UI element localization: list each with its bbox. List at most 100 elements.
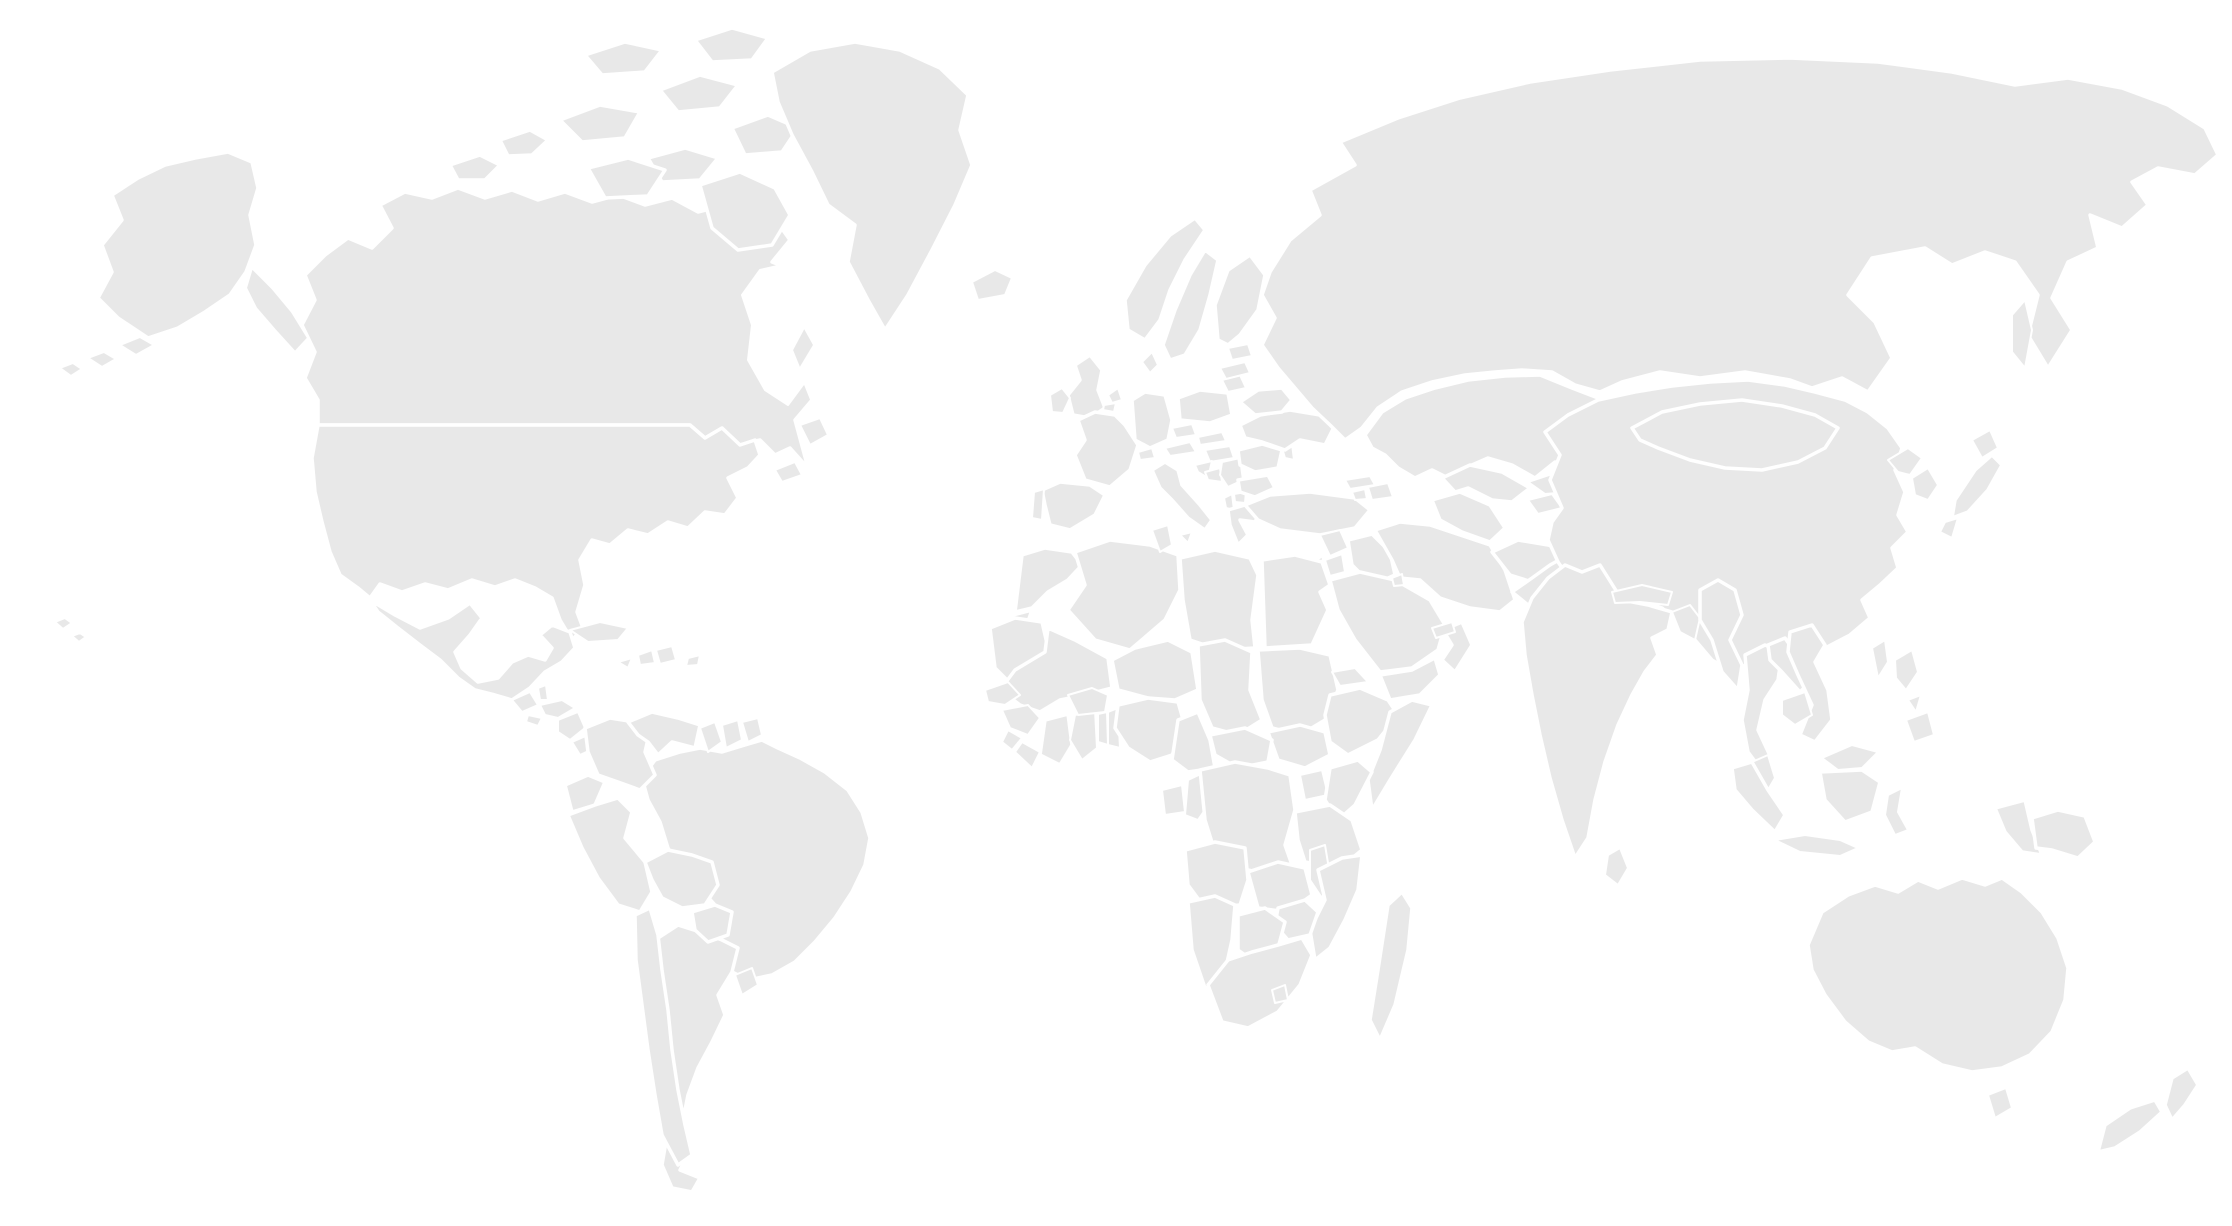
country-el-salvador[interactable]: [525, 714, 543, 727]
country-austria[interactable]: [1164, 441, 1197, 457]
country-guyana[interactable]: [699, 721, 723, 753]
country-lesotho[interactable]: [1271, 984, 1289, 1004]
country-united-states-aleutians[interactable]: [59, 362, 83, 377]
country-united-states-aleutians[interactable]: [87, 351, 117, 368]
country-jordan[interactable]: [1324, 553, 1346, 577]
country-united-kingdom[interactable]: [1066, 353, 1107, 420]
country-united-arab-emirates[interactable]: [1431, 621, 1456, 639]
country-romania[interactable]: [1236, 442, 1284, 474]
country-philippines-luzon[interactable]: [1894, 649, 1919, 691]
country-france[interactable]: [1073, 410, 1140, 489]
country-zambia[interactable]: [1246, 860, 1314, 914]
country-senegal[interactable]: [984, 681, 1021, 706]
country-armenia[interactable]: [1351, 488, 1368, 501]
country-bulgaria[interactable]: [1236, 473, 1277, 499]
country-cote-divoire[interactable]: [1038, 712, 1074, 767]
country-australia-tasmania[interactable]: [1987, 1087, 2013, 1119]
country-ireland[interactable]: [1049, 387, 1071, 414]
country-cuba[interactable]: [569, 621, 629, 643]
country-nicaragua[interactable]: [557, 711, 586, 741]
country-canada-island[interactable]: [498, 128, 550, 158]
country-taiwan[interactable]: [1871, 639, 1889, 679]
country-canada-island[interactable]: [658, 73, 740, 114]
country-russia[interactable]: [1260, 56, 2220, 442]
country-new-zealand-south[interactable]: [2096, 1098, 2164, 1154]
country-south-sudan[interactable]: [1266, 723, 1332, 770]
country-paraguay[interactable]: [690, 903, 734, 944]
country-guatemala[interactable]: [511, 691, 539, 713]
country-indonesia-borneo[interactable]: [1818, 768, 1882, 824]
country-estonia[interactable]: [1227, 343, 1253, 361]
country-russia-sakhalin[interactable]: [2011, 299, 2033, 369]
country-myanmar[interactable]: [1698, 578, 1744, 692]
country-sri-lanka[interactable]: [1604, 847, 1629, 886]
country-liberia[interactable]: [1014, 741, 1041, 769]
country-belize[interactable]: [537, 684, 549, 701]
country-togo[interactable]: [1097, 711, 1109, 746]
country-angola[interactable]: [1183, 840, 1250, 910]
country-venezuela[interactable]: [626, 710, 702, 757]
country-kenya[interactable]: [1323, 758, 1374, 822]
country-eritrea[interactable]: [1331, 667, 1369, 687]
country-cambodia[interactable]: [1781, 691, 1813, 726]
country-italy[interactable]: [1150, 460, 1214, 532]
country-malaysia-borneo[interactable]: [1821, 744, 1879, 771]
country-mozambique[interactable]: [1308, 853, 1364, 962]
country-turkmenistan[interactable]: [1430, 490, 1507, 544]
country-honduras[interactable]: [539, 699, 576, 719]
country-uruguay[interactable]: [734, 967, 759, 996]
country-canada-island[interactable]: [730, 113, 800, 157]
country-sierra-leone[interactable]: [1001, 729, 1023, 751]
country-switzerland[interactable]: [1137, 447, 1156, 461]
country-indonesia-java[interactable]: [1774, 834, 1859, 857]
country-turkey[interactable]: [1243, 490, 1372, 537]
country-portugal[interactable]: [1031, 488, 1045, 521]
country-australia[interactable]: [1806, 876, 2070, 1074]
country-japan-hokkaido[interactable]: [1971, 429, 1999, 459]
country-new-zealand-north[interactable]: [2163, 1066, 2200, 1122]
country-chile[interactable]: [633, 906, 694, 1167]
country-iceland[interactable]: [971, 269, 1013, 301]
country-belgium[interactable]: [1102, 402, 1117, 413]
country-philippines-mindanao[interactable]: [1905, 711, 1935, 743]
country-greenland[interactable]: [770, 40, 974, 332]
country-slovakia[interactable]: [1197, 431, 1227, 446]
country-japan-honshu[interactable]: [1950, 453, 2004, 520]
country-mongolia[interactable]: [1630, 398, 1840, 472]
country-bangladesh[interactable]: [1671, 604, 1701, 641]
country-chad[interactable]: [1196, 638, 1264, 737]
country-ecuador[interactable]: [563, 773, 607, 814]
country-dominican-republic[interactable]: [655, 645, 677, 665]
country-egypt[interactable]: [1260, 553, 1332, 650]
country-united-states-alaska-panhandle[interactable]: [245, 267, 309, 353]
country-canada-island[interactable]: [448, 153, 502, 182]
country-belarus[interactable]: [1238, 386, 1294, 417]
country-united-states-hawaii[interactable]: [71, 632, 87, 643]
country-italy-sicily[interactable]: [1179, 531, 1193, 544]
country-spain[interactable]: [1040, 480, 1107, 532]
country-denmark[interactable]: [1141, 351, 1159, 374]
country-canada-nova-scotia[interactable]: [774, 461, 803, 483]
country-netherlands[interactable]: [1107, 387, 1123, 404]
country-morocco[interactable]: [1013, 546, 1084, 614]
country-algeria[interactable]: [1066, 538, 1182, 652]
country-indonesia-sulawesi[interactable]: [1884, 787, 1909, 836]
country-saudi-arabia[interactable]: [1328, 570, 1447, 674]
country-jamaica[interactable]: [617, 657, 633, 669]
country-bolivia[interactable]: [643, 848, 720, 910]
country-united-states-hawaii[interactable]: [54, 617, 73, 630]
country-latvia[interactable]: [1219, 361, 1251, 380]
country-canada-baffin[interactable]: [698, 170, 792, 252]
country-canada-island[interactable]: [693, 26, 770, 64]
country-central-african-republic[interactable]: [1208, 726, 1274, 770]
country-guinea[interactable]: [1001, 704, 1041, 736]
country-philippines-visayas[interactable]: [1907, 694, 1922, 713]
country-uganda[interactable]: [1299, 769, 1329, 801]
country-norway[interactable]: [1123, 216, 1207, 342]
country-czechia[interactable]: [1171, 423, 1197, 439]
country-suriname[interactable]: [721, 719, 743, 749]
country-papua-new-guinea[interactable]: [2030, 808, 2097, 860]
country-poland[interactable]: [1176, 388, 1234, 425]
country-kuwait[interactable]: [1391, 573, 1405, 587]
country-canada-island[interactable]: [583, 40, 664, 77]
